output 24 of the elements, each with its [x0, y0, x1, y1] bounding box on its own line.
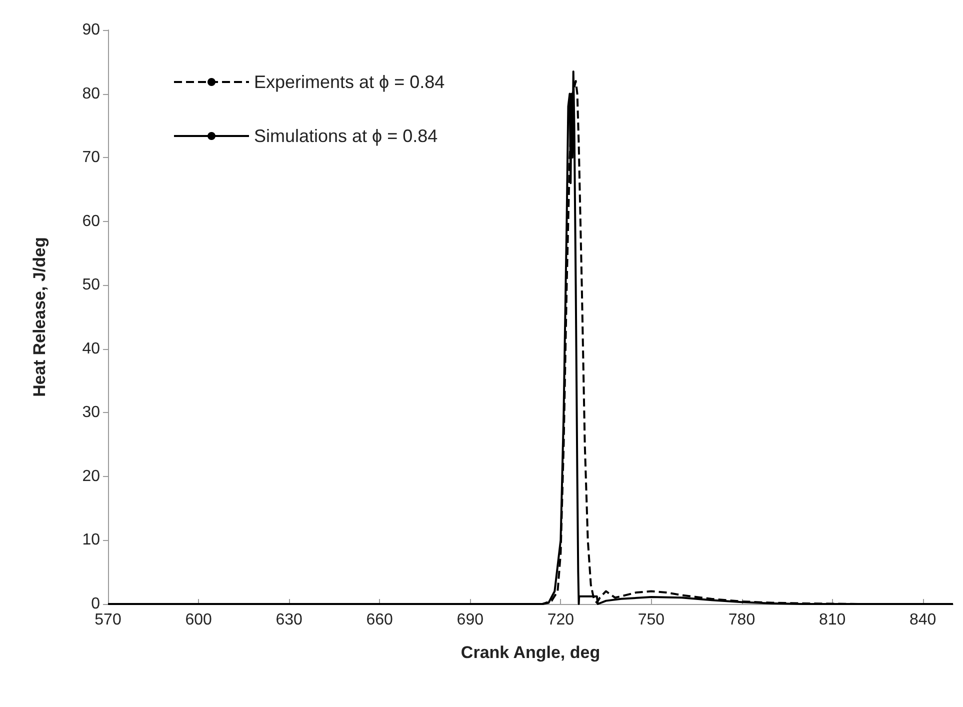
- x-tick-label: 570: [94, 612, 122, 628]
- y-tick-label: 60: [82, 212, 100, 230]
- x-tick-label: 660: [366, 612, 394, 628]
- legend-label: Experiments at ϕ = 0.84: [254, 72, 445, 92]
- y-tick-label: 70: [82, 149, 100, 166]
- y-tick-label: 20: [82, 468, 100, 485]
- y-tick-label: 80: [82, 85, 100, 102]
- x-tick-label: 840: [909, 612, 936, 628]
- x-tick-label: 600: [185, 612, 212, 628]
- legend-label: Simulations at ϕ = 0.84: [254, 126, 438, 146]
- x-axis-title: Crank Angle, deg: [460, 643, 600, 662]
- x-tick-label: 810: [818, 612, 846, 628]
- y-tick-label: 0: [91, 596, 100, 612]
- x-tick-label: 630: [276, 612, 303, 628]
- y-axis-title: Heat Release, J/deg: [30, 237, 49, 397]
- y-tick-label: 50: [82, 276, 100, 294]
- y-tick-label: 10: [82, 532, 100, 549]
- x-tick-label: 780: [728, 612, 756, 628]
- y-tick-label: 30: [82, 404, 100, 422]
- x-tick-label: 720: [547, 612, 574, 628]
- x-tick-label: 750: [638, 612, 665, 628]
- x-tick-label: 690: [456, 612, 484, 628]
- y-tick-label: 90: [82, 22, 100, 38]
- y-tick-label: 40: [82, 340, 100, 358]
